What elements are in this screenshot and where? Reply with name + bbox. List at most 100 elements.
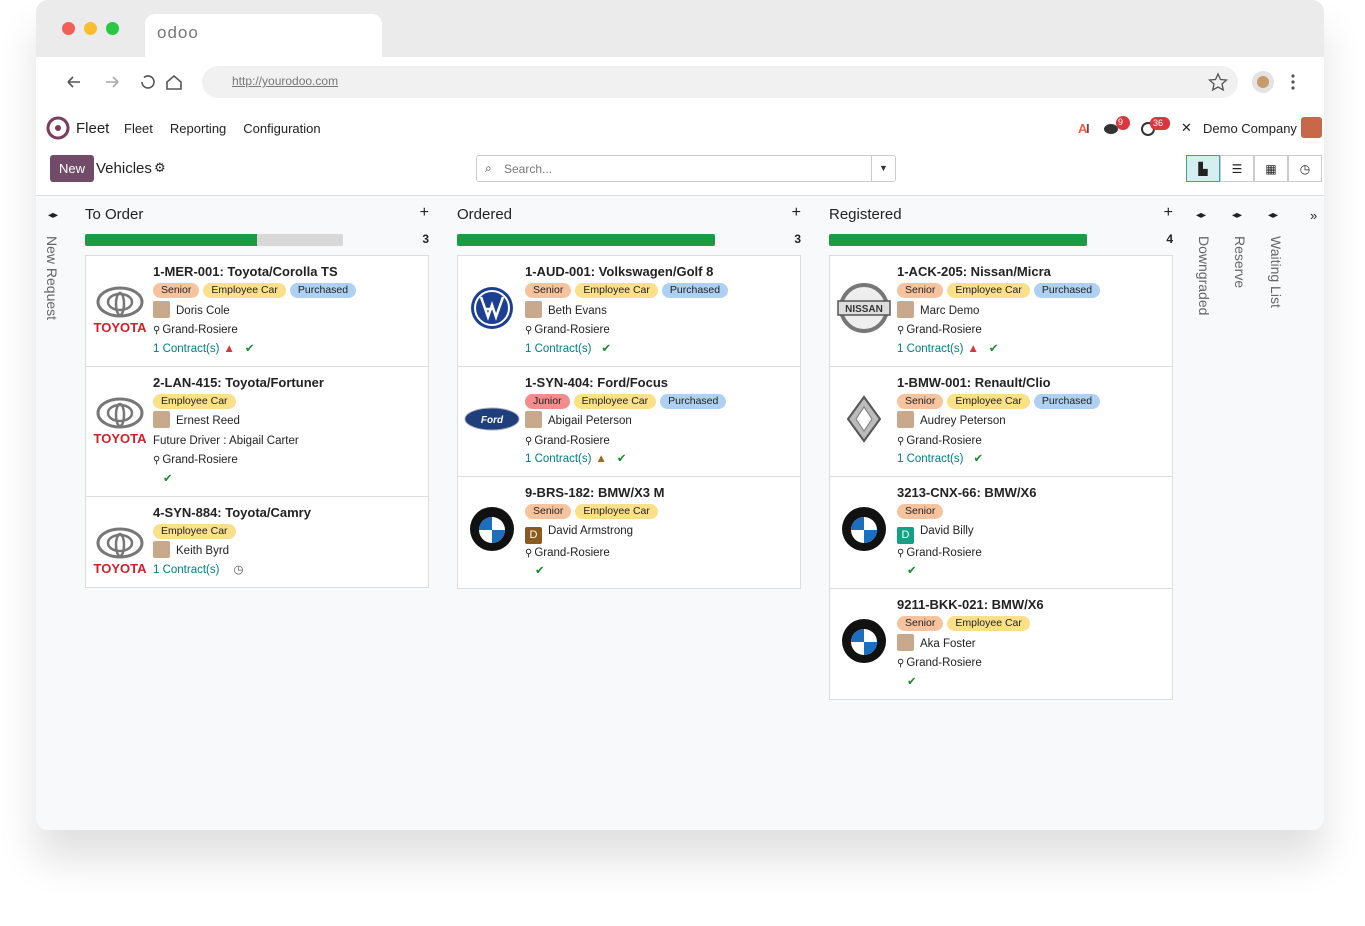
folded-column[interactable]: New Request	[44, 236, 60, 321]
url-bar[interactable]: http://yourodoo.com	[202, 66, 1238, 98]
vehicle-logo: Ford	[464, 407, 520, 430]
vehicle-card[interactable]: 9-BRS-182: BMW/X3 M Senior Employee Car D Da…	[457, 476, 801, 589]
progress-segment[interactable]	[457, 234, 715, 246]
state-icon[interactable]: ✔	[988, 342, 999, 355]
vehicle-name: 4-SYN-884: Toyota/Camry	[153, 504, 311, 520]
driver-avatar	[525, 300, 542, 318]
vehicle-card[interactable]: 1-BMW-001: Renault/Clio Senior Employee Ca…	[829, 365, 1173, 477]
contracts-link[interactable]: 1 Contract(s)	[525, 453, 592, 465]
driver-name: Ernest Reed	[176, 415, 240, 427]
column-header: To Order +3	[85, 204, 429, 246]
state-icon[interactable]: ◷	[233, 563, 244, 576]
location: ⚲ Grand-Rosiere	[525, 432, 792, 452]
app-name[interactable]: Fleet	[76, 120, 110, 137]
folded-column[interactable]: Downgraded	[1196, 236, 1212, 316]
location: ⚲ Grand-Rosiere	[897, 544, 1164, 564]
fold-toggle[interactable]: ◂▸	[1268, 210, 1279, 221]
vehicle-card[interactable]: Ford 1-SYN-404: Ford/Focus Junior Employee …	[457, 365, 801, 477]
pin-icon: ⚲	[525, 435, 533, 447]
systray[interactable]: AI	[1076, 108, 1176, 148]
menu-item[interactable]: Fleet	[124, 121, 153, 136]
vehicle-name: 9211-BKK-021: BMW/X6	[897, 597, 1044, 612]
more-columns[interactable]: »	[1310, 208, 1318, 223]
location-text: Grand-Rosiere	[906, 324, 982, 336]
tag-row: Senior Employee Car Purchased	[153, 281, 420, 301]
search-toggle[interactable]: ▼	[871, 156, 895, 181]
location-text: Grand-Rosiere	[906, 546, 982, 559]
vehicle-card[interactable]: TOYOTA 2-LAN-415: Toyota/Fortuner Employee…	[85, 365, 429, 497]
vehicle-card[interactable]: TOYOTA 4-SYN-884: Toyota/Camry Employee Ca…	[85, 495, 429, 588]
tag-row: Senior Employee Car	[525, 502, 792, 522]
activity-view[interactable]: ◷	[1288, 155, 1322, 182]
contracts-link[interactable]: 1 Contract(s)	[525, 342, 592, 355]
state-icon[interactable]: ✔	[973, 453, 984, 465]
menu-item[interactable]: Reporting	[169, 121, 227, 136]
minimize-dot[interactable]	[84, 22, 97, 35]
vehicle-logo	[846, 394, 882, 443]
tag: Senior	[897, 616, 944, 631]
state-icon[interactable]: ✔	[616, 453, 627, 465]
vehicle-card[interactable]: NISSAN 1-ACK-205: Nissan/Micra Senior Emplo…	[829, 255, 1173, 367]
folded-column[interactable]: Waiting List	[1268, 236, 1284, 308]
future-driver: Future Driver : Abigail Carter	[153, 434, 299, 447]
contracts-link[interactable]: 1 Contract(s)	[153, 342, 220, 355]
vehicle-card[interactable]: TOYOTA 1-MER-001: Toyota/Corolla TS Senior…	[85, 255, 429, 367]
browser-actions[interactable]	[1206, 57, 1296, 107]
state-icon[interactable]: ✔	[163, 472, 173, 485]
location-text: Grand-Rosiere	[534, 546, 610, 559]
contracts-link[interactable]: 1 Contract(s)	[153, 563, 220, 576]
kanban-view[interactable]: ▙	[1186, 155, 1220, 182]
quick-create[interactable]: +	[419, 204, 429, 221]
new-button[interactable]: New	[50, 155, 95, 182]
state-icon[interactable]: ✔	[601, 342, 612, 355]
state-icon[interactable]: ✔	[907, 565, 917, 577]
list-view[interactable]: ☰	[1220, 155, 1254, 182]
pin-icon: ⚲	[153, 455, 161, 466]
driver: Doris Cole	[153, 300, 420, 322]
column-title: To Order	[85, 206, 144, 223]
contracts-link[interactable]: 1 Contract(s)	[897, 342, 964, 355]
quick-create[interactable]: +	[791, 204, 801, 221]
logo-text: Ford	[481, 415, 504, 426]
state-icon[interactable]: ✔	[907, 675, 917, 688]
location-text: Grand-Rosiere	[534, 434, 610, 447]
company-name[interactable]: Demo Company	[1203, 121, 1297, 136]
vehicle-logo: TOYOTA	[94, 286, 147, 335]
fold-toggle[interactable]: ◂▸	[1232, 210, 1243, 221]
progress-segment[interactable]	[85, 234, 257, 246]
progress-segment[interactable]	[257, 234, 343, 246]
pivot-view[interactable]: ▦	[1254, 155, 1288, 182]
menu-item[interactable]: Configuration	[243, 121, 321, 136]
progress-bar	[829, 234, 1087, 246]
state-icon[interactable]: ✔	[244, 342, 255, 355]
close-dot[interactable]	[62, 22, 75, 35]
folded-column[interactable]: Reserve	[1232, 236, 1248, 289]
settings-icon[interactable]: ✕	[1181, 120, 1192, 135]
contracts-link[interactable]: 1 Contract(s)	[897, 453, 964, 465]
vehicle-card[interactable]: 9211-BKK-021: BMW/X6 Senior Employee Car Ak…	[829, 588, 1173, 700]
gear-icon[interactable]: ⚙	[154, 160, 166, 175]
maximize-dot[interactable]	[106, 22, 119, 35]
status-row: 1 Contract(s) ◷	[153, 562, 420, 579]
kanban-column: Registered +4 NISSAN 1-ACK-205: Nissan/Micr…	[829, 204, 1173, 700]
location-text: Grand-Rosiere	[162, 454, 238, 466]
tag: Purchased	[1033, 283, 1101, 298]
quick-create[interactable]: +	[1163, 204, 1173, 221]
fold-toggle[interactable]: ◂▸	[1196, 210, 1207, 221]
nav-buttons[interactable]	[50, 57, 200, 107]
status-row: 1 Contract(s) ✔	[525, 341, 792, 358]
search-box[interactable]: Search... ▼ ⌕	[476, 155, 896, 182]
progress-segment[interactable]	[829, 234, 1087, 246]
user-avatar[interactable]	[1301, 117, 1322, 138]
tag-row: Senior Employee Car Purchased	[897, 392, 1164, 412]
driver-name: Aka Foster	[920, 637, 976, 650]
vehicle-card[interactable]: 3213-CNX-66: BMW/X6 Senior D David Billy ⚲ Gr…	[829, 476, 1173, 589]
driver-avatar	[897, 300, 914, 318]
search-icon: ⌕	[485, 161, 492, 175]
vehicle-card[interactable]: 1-AUD-001: Volkswagen/Golf 8 Senior Employ…	[457, 255, 801, 367]
fold-toggle[interactable]: ◂▸	[48, 210, 59, 221]
state-icon[interactable]: ✔	[535, 565, 545, 577]
tab[interactable]: odoo	[145, 14, 382, 57]
svg-text:A: A	[1078, 121, 1088, 136]
driver-name: Keith Byrd	[176, 545, 230, 557]
